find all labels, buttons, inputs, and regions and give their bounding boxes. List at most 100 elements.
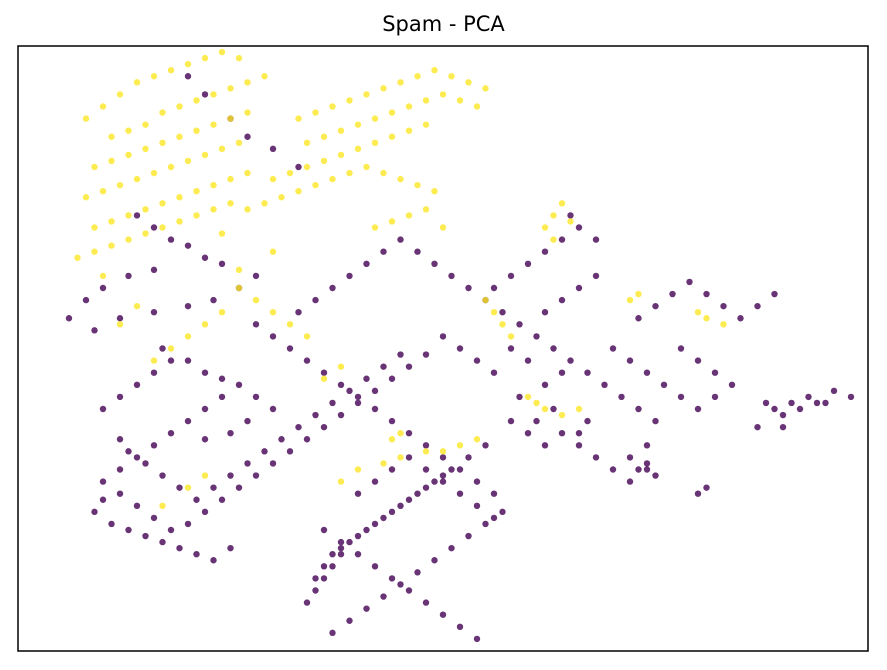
scatter-point <box>167 236 175 243</box>
scatter-point <box>252 296 260 304</box>
scatter-point <box>210 206 217 213</box>
scatter-point <box>550 405 557 413</box>
scatter-point <box>431 260 438 267</box>
scatter-point <box>499 508 506 516</box>
scatter-point <box>711 393 719 401</box>
scatter-point <box>456 345 464 352</box>
scatter-point <box>354 532 362 540</box>
scatter-point <box>762 399 770 407</box>
scatter-point <box>116 181 124 189</box>
scatter-point <box>184 73 192 80</box>
scatter-point <box>99 272 107 280</box>
scatter-point <box>235 381 243 388</box>
scatter-point <box>456 97 464 104</box>
scatter-point <box>210 484 217 491</box>
scatter-point <box>499 321 506 328</box>
scatter-point <box>133 454 141 461</box>
scatter-point <box>363 526 370 534</box>
scatter-point <box>125 526 132 534</box>
scatter-point <box>159 224 166 231</box>
scatter-point <box>754 423 761 431</box>
scatter-point <box>91 327 98 334</box>
scatter-point <box>125 212 132 219</box>
scatter-point <box>388 466 396 473</box>
scatter-point <box>99 405 107 413</box>
scatter-point <box>405 363 413 370</box>
scatter-point <box>465 284 472 292</box>
scatter-point <box>703 290 710 298</box>
scatter-point <box>346 617 353 624</box>
scatter-point <box>142 121 149 128</box>
scatter-point <box>312 411 319 419</box>
scatter-point <box>337 411 345 419</box>
scatter-point <box>252 321 260 328</box>
scatter-point <box>337 551 345 558</box>
scatter-point <box>295 423 302 431</box>
scatter-point <box>847 393 855 401</box>
scatter-point <box>269 333 277 340</box>
scatter-point <box>686 278 693 286</box>
scatter-point <box>473 478 481 485</box>
scatter-point <box>142 230 149 237</box>
scatter-point <box>133 175 141 183</box>
scatter-point <box>541 224 549 231</box>
scatter-point <box>448 466 455 473</box>
scatter-point <box>354 490 362 497</box>
scatter-point <box>371 387 379 395</box>
scatter-point <box>558 200 566 207</box>
scatter-point <box>558 296 566 304</box>
scatter-point <box>737 315 744 322</box>
scatter-point <box>524 260 532 267</box>
scatter-point <box>405 103 413 110</box>
scatter-point <box>448 544 455 552</box>
scatter-point <box>125 448 132 455</box>
scatter-point <box>244 109 251 116</box>
scatter-point <box>312 181 319 189</box>
scatter-point <box>482 85 489 92</box>
scatter-point <box>320 369 328 376</box>
scatter-point <box>99 103 107 110</box>
scatter-point <box>261 200 268 207</box>
scatter-point <box>448 73 455 80</box>
scatter-point <box>252 393 260 401</box>
scatter-point <box>405 212 413 219</box>
scatter-point <box>397 502 404 509</box>
scatter-point <box>465 532 472 540</box>
scatter-point <box>626 478 634 485</box>
scatter-point <box>210 296 217 304</box>
scatter-point <box>116 466 124 473</box>
scatter-point <box>669 290 676 298</box>
scatter-point <box>176 544 183 552</box>
scatter-point <box>193 212 200 219</box>
scatter-point <box>575 442 583 449</box>
scatter-point <box>235 284 243 292</box>
scatter-point <box>320 423 328 431</box>
scatter-point <box>133 502 141 509</box>
scatter-point <box>133 212 141 219</box>
scatter-point <box>329 175 336 183</box>
scatter-point <box>720 302 727 310</box>
scatter-point <box>210 121 217 128</box>
scatter-point <box>167 345 175 352</box>
scatter-point <box>439 91 447 98</box>
scatter-point <box>431 67 438 74</box>
scatter-point <box>303 139 311 146</box>
scatter-point <box>652 417 659 425</box>
scatter-point <box>652 302 659 310</box>
scatter-point <box>677 393 685 401</box>
scatter-point <box>337 127 345 134</box>
scatter-point <box>626 454 634 461</box>
scatter-point <box>720 321 727 328</box>
scatter-point <box>244 460 251 467</box>
scatter-point <box>201 254 209 261</box>
scatter-point <box>380 593 387 600</box>
scatter-point <box>193 127 200 134</box>
scatter-point <box>388 575 396 582</box>
scatter-point <box>218 48 226 56</box>
scatter-point <box>388 133 396 140</box>
scatter-point <box>422 599 430 606</box>
scatter-point <box>235 484 243 491</box>
scatter-point <box>82 115 90 122</box>
scatter-point <box>235 139 243 146</box>
scatter-point <box>456 442 464 449</box>
